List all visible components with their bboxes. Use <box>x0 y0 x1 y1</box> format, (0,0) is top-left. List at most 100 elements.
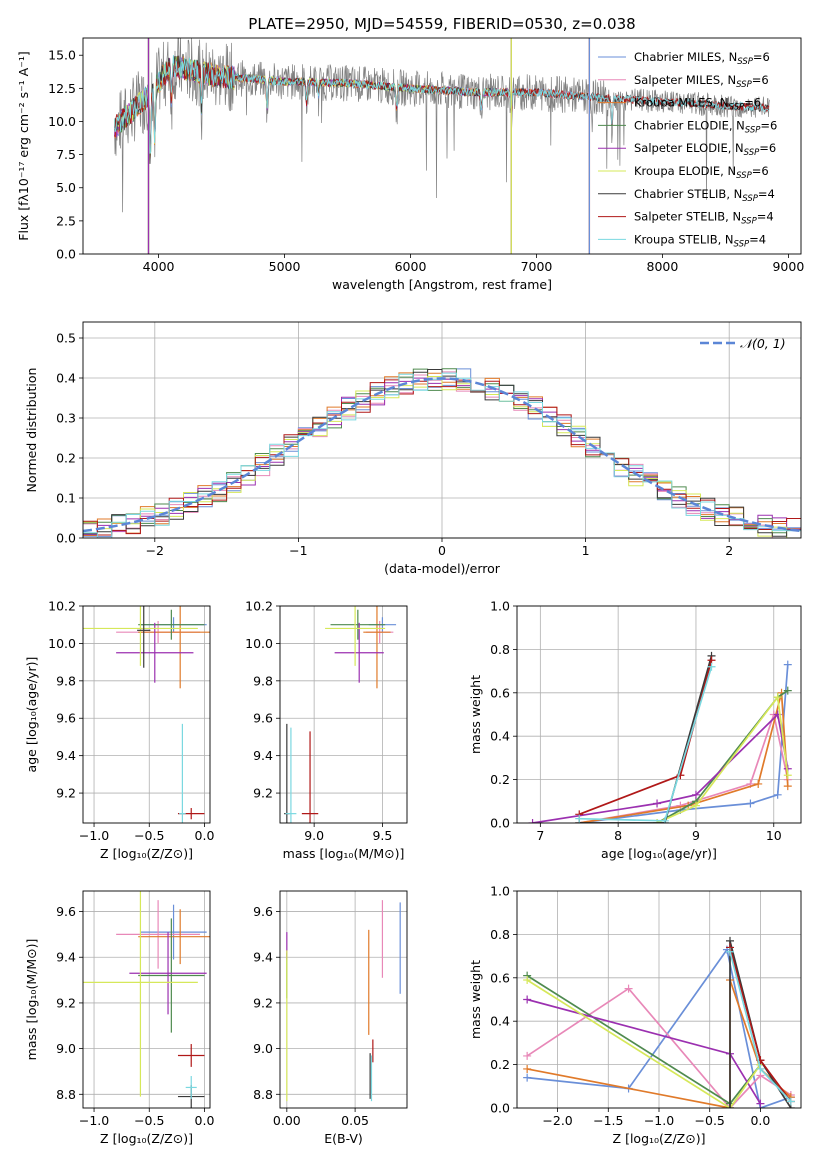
x-tick-label: 10 <box>766 828 782 843</box>
y-tick-label: 10.2 <box>48 599 76 614</box>
series-marker <box>756 1064 765 1073</box>
series-marker <box>653 799 662 808</box>
y-tick-label: 12.5 <box>48 81 76 96</box>
axes-frame: 4000 5000 6000 7000 8000 9000 0.0 2.5 5.0 7.5 10.0… <box>16 37 804 292</box>
y-tick-label: 0.3 <box>56 411 76 426</box>
errorbar-chabrier-elodie <box>138 609 205 640</box>
plot-area <box>528 651 792 823</box>
x-tick-label: −1 <box>289 543 307 558</box>
axes-frame: 0.00 0.05 8.8 9.0 9.2 9.4 9.6 E(B-V) <box>253 890 408 1146</box>
x-tick-label: 2 <box>725 543 733 558</box>
axes-border <box>279 890 408 1109</box>
series-marker <box>726 1104 734 1108</box>
axes-frame: 9.0 9.5 9.2 9.4 9.6 9.8 10.0 10.2 mass [log₁₀(M/… <box>245 599 408 861</box>
x-tick-label: 9 <box>692 828 700 843</box>
legend-label-kroupa-elodie: Kroupa ELODIE, NSSP=6 <box>634 164 769 181</box>
legend-label-chabrier-elodie: Chabrier ELODIE, NSSP=6 <box>634 118 777 135</box>
y-tick-label: 9.0 <box>253 1041 273 1056</box>
histogram-salpeter-stelib <box>83 379 801 536</box>
x-axis-label: Z [log₁₀(Z/Z⊙)] <box>100 846 193 861</box>
y-tick-label: 9.2 <box>253 995 273 1010</box>
errorbar-chabrier-stelib <box>137 606 151 668</box>
series-marker <box>523 975 532 984</box>
series-line <box>526 979 762 1108</box>
x-axis-label: age [log₁₀(age/yr)] <box>601 846 717 861</box>
y-tick-label: 0.0 <box>490 1101 510 1116</box>
series-marker <box>523 995 532 1004</box>
axes-border <box>82 37 802 255</box>
errorbar-chabrier-elodie <box>138 918 205 1033</box>
y-tick-label: 10.0 <box>48 114 76 129</box>
series-kroupa-stelib <box>726 947 795 1106</box>
errorbar-kroupa-stelib <box>179 723 186 823</box>
chart-mass-vs-ebv: 0.00 0.05 8.8 9.0 9.2 9.4 9.6 E(B-V) <box>253 890 408 1146</box>
x-tick-label: 7 <box>536 828 544 843</box>
errorbar-salpeter-elodie <box>116 622 194 683</box>
y-tick-label: 1.0 <box>490 884 510 899</box>
y-axis-label: mass weight <box>468 675 483 754</box>
errorbar-kroupa-miles <box>138 606 210 689</box>
axes-frame: −2 −1 0 1 2 0.0 0.1 0.2 0.3 0.4 0.5 (data-model)/er… <box>24 321 802 576</box>
series-marker <box>691 790 700 799</box>
series-marker <box>746 799 755 808</box>
y-tick-label: 0.0 <box>56 247 76 262</box>
legend-label-gaussian: 𝒩(0, 1) <box>740 336 786 351</box>
series-marker <box>773 790 782 799</box>
x-tick-label: 1 <box>582 543 590 558</box>
y-tick-label: 15.0 <box>48 48 76 63</box>
x-tick-label: −1.0 <box>79 1113 109 1128</box>
legend-label-kroupa-stelib: Kroupa STELIB, NSSP=4 <box>634 232 766 249</box>
y-tick-label: 9.0 <box>56 1041 76 1056</box>
y-tick-label: 7.5 <box>56 147 76 162</box>
series-line <box>656 694 789 823</box>
x-tick-label: −1.5 <box>593 1113 623 1128</box>
histogram-kroupa-stelib <box>83 372 801 538</box>
series-marker <box>523 1064 532 1073</box>
y-tick-label: 8.8 <box>253 1087 273 1102</box>
errorbar-kroupa-miles <box>363 606 391 689</box>
x-tick-label: 0.0 <box>750 1113 770 1128</box>
x-tick-label: −1.0 <box>644 1113 674 1128</box>
legend-label-salpeter-stelib: Salpeter STELIB, NSSP=4 <box>634 210 774 227</box>
y-tick-label: 0.2 <box>490 1057 510 1072</box>
x-tick-label: 8 <box>614 828 622 843</box>
x-tick-label: 0.05 <box>341 1113 369 1128</box>
x-tick-label: 9.0 <box>304 828 324 843</box>
series-marker <box>773 693 782 702</box>
y-tick-label: 5.0 <box>56 180 76 195</box>
gridlines <box>280 605 407 823</box>
y-tick-label: 0.0 <box>56 531 76 546</box>
x-axis-label: Z [log₁₀(Z/Z⊙)] <box>100 1131 193 1146</box>
errorbar-chabrier-miles <box>140 904 207 960</box>
chart-age-vs-mass: 9.0 9.5 9.2 9.4 9.6 9.8 10.0 10.2 mass [log₁₀(M/… <box>245 599 408 861</box>
x-tick-label: −0.5 <box>134 828 164 843</box>
y-tick-label: 1.0 <box>490 599 510 614</box>
spectrum-data-line <box>114 38 770 213</box>
axes-frame: −1.0 −0.5 0.0 9.2 9.4 9.6 9.8 10.0 10.2 Z [log₁₀(… <box>24 599 214 862</box>
y-tick-label: 0.5 <box>56 331 76 346</box>
plot-area <box>284 606 397 823</box>
y-tick-label: 10.2 <box>245 599 273 614</box>
errorbar-kroupa-elodie <box>325 606 386 666</box>
gridlines <box>83 891 210 1108</box>
errorbar-kroupa-stelib <box>185 1076 197 1099</box>
chart-age-vs-Z: −1.0 −0.5 0.0 9.2 9.4 9.6 9.8 10.0 10.2 Z [log₁₀(… <box>24 599 214 862</box>
y-tick-label: 9.6 <box>56 904 76 919</box>
y-tick-label: 10.0 <box>48 636 76 651</box>
y-tick-label: 0.4 <box>56 371 76 386</box>
y-tick-label: 9.4 <box>253 950 273 965</box>
figure-title: PLATE=2950, MJD=54559, FIBERID=0530, z=0… <box>248 15 635 33</box>
axes-border <box>82 605 211 824</box>
x-tick-label: 0.0 <box>195 828 215 843</box>
chart-spectrum: 4000 5000 6000 7000 8000 9000 0.0 2.5 5.0 7.5 10.0… <box>16 37 804 292</box>
x-axis-label: wavelength [Angstrom, rest frame] <box>332 277 552 292</box>
chart-residuals: −2 −1 0 1 2 0.0 0.1 0.2 0.3 0.4 0.5 (data-model)/er… <box>24 321 802 576</box>
series-marker <box>783 660 792 669</box>
y-tick-label: 8.8 <box>56 1087 76 1102</box>
y-axis-label: age [log₁₀(age/yr)] <box>24 657 39 773</box>
plot-area <box>286 900 401 1102</box>
series-line <box>656 689 789 823</box>
errorbar-salpeter-stelib <box>177 1044 205 1067</box>
y-axis-label: mass weight <box>468 960 483 1039</box>
